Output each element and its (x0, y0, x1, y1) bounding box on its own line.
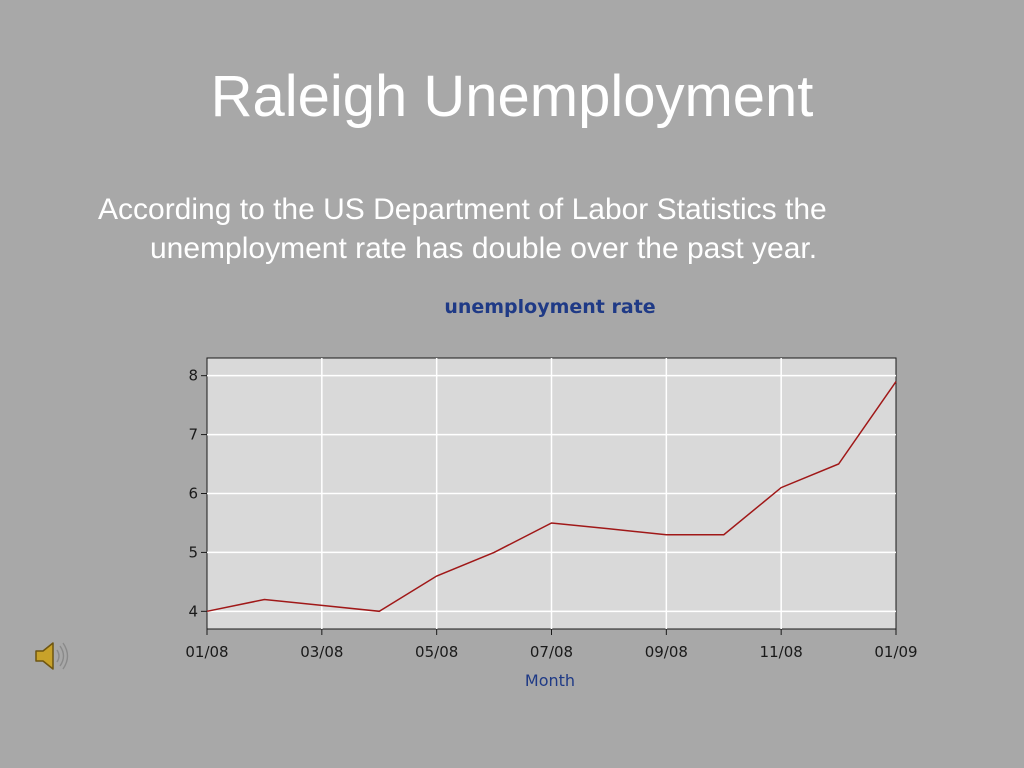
chart-title: unemployment rate (444, 296, 655, 318)
y-tick-label: 4 (188, 602, 198, 620)
x-tick-label: 09/08 (645, 643, 688, 661)
y-tick-label: 7 (188, 426, 198, 444)
slide-body-text: According to the US Department of Labor … (98, 193, 827, 265)
chart-svg: unemployment rate 01/08 03/08 05/08 07/08 09… (185, 296, 917, 690)
y-tick-labels: 4 5 6 7 8 (188, 367, 198, 621)
x-tick-label: 03/08 (300, 643, 343, 661)
x-axis-label: Month (525, 671, 575, 690)
axis-ticks (201, 375, 897, 635)
y-tick-label: 8 (188, 367, 198, 385)
x-tick-label: 01/09 (874, 643, 917, 661)
x-tick-label: 11/08 (760, 643, 803, 661)
x-tick-label: 05/08 (415, 643, 458, 661)
y-tick-label: 5 (188, 543, 198, 561)
x-tick-label: 01/08 (185, 643, 228, 661)
y-tick-label: 6 (188, 485, 198, 503)
x-tick-label: 07/08 (530, 643, 573, 661)
x-tick-labels: 01/08 03/08 05/08 07/08 09/08 11/08 01/09 (185, 643, 917, 661)
speaker-icon[interactable] (33, 640, 69, 672)
slide-title: Raleigh Unemployment (210, 64, 814, 129)
unemployment-chart: unemployment rate 01/08 03/08 05/08 07/08 09… (150, 285, 940, 695)
series-line (206, 381, 897, 613)
grid-y (207, 374, 896, 613)
